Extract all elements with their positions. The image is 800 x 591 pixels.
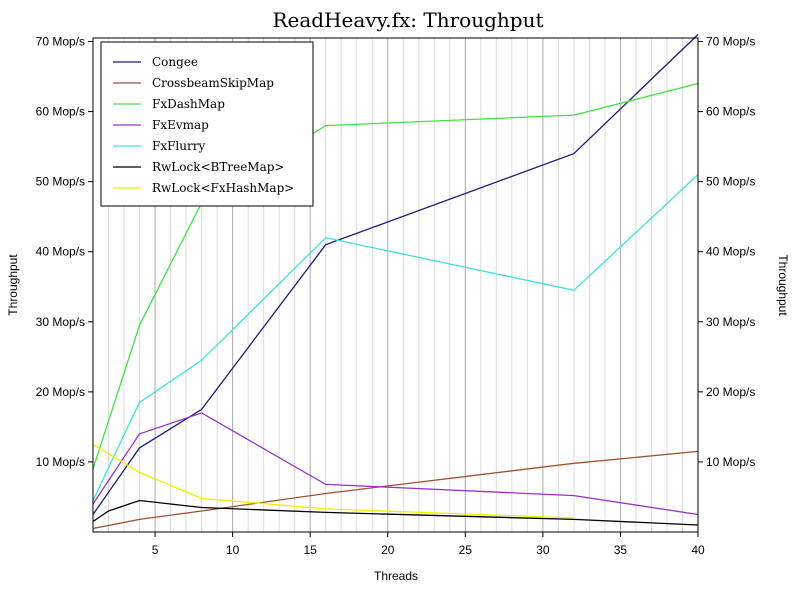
y-tick-label-left: 20 Mop/s: [36, 385, 85, 399]
legend: Congee CrossbeamSkipMap FxDashMap FxEvmap Fx…: [100, 41, 314, 207]
y-axis-left: 10 Mop/s 20 Mop/s 30 Mop/s 40 Mop/s 50 Mop/s…: [36, 35, 93, 469]
legend-label: RwLock<FxHashMap>: [152, 181, 294, 195]
y-tick-label-right: 70 Mop/s: [706, 35, 755, 49]
y-tick-label-left: 10 Mop/s: [36, 455, 85, 469]
series-line-5: [92, 499, 699, 526]
y-tick-label-right: 50 Mop/s: [706, 175, 755, 189]
chart-title: ReadHeavy.fx: Throughput: [272, 8, 543, 32]
series-group: [92, 34, 699, 530]
y-tick-label-right: 60 Mop/s: [706, 105, 755, 119]
legend-label: RwLock<BTreeMap>: [152, 160, 285, 174]
y-tick-label-right: 40 Mop/s: [706, 245, 755, 259]
legend-box: [100, 41, 314, 207]
series-line-1: [92, 450, 699, 530]
x-tick-label: 25: [459, 543, 473, 557]
x-tick-label: 15: [303, 543, 317, 557]
x-tick-label: 5: [152, 543, 159, 557]
y-tick-label-left: 30 Mop/s: [36, 315, 85, 329]
x-axis: 5 10 15 20 25 30 35 40: [152, 532, 705, 557]
x-tick-label: 10: [226, 543, 240, 557]
legend-label: FxFlurry: [152, 139, 205, 153]
x-tick-label: 35: [614, 543, 628, 557]
y-tick-label-right: 20 Mop/s: [706, 385, 755, 399]
series-line-3: [92, 412, 699, 516]
y-axis-right: 10 Mop/s 20 Mop/s 30 Mop/s 40 Mop/s 50 Mop/s…: [698, 35, 755, 469]
x-axis-label: Threads: [374, 569, 418, 583]
y-tick-label-left: 40 Mop/s: [36, 245, 85, 259]
series-line-6: [92, 443, 574, 519]
series-line-4: [92, 174, 699, 501]
y-tick-label-left: 60 Mop/s: [36, 105, 85, 119]
x-tick-label: 40: [691, 543, 705, 557]
y-tick-label-left: 50 Mop/s: [36, 175, 85, 189]
y-axis-label-right: Throughput: [776, 254, 790, 316]
legend-label: Congee: [152, 55, 198, 69]
y-tick-label-right: 10 Mop/s: [706, 455, 755, 469]
y-axis-label-left: Throughput: [6, 254, 20, 316]
legend-label: FxDashMap: [152, 97, 225, 111]
series-line-0: [92, 34, 699, 515]
x-tick-label: 20: [381, 543, 395, 557]
y-tick-label-left: 70 Mop/s: [36, 35, 85, 49]
legend-label: FxEvmap: [152, 118, 209, 132]
plot-frame: [92, 37, 699, 533]
legend-label: CrossbeamSkipMap: [152, 76, 274, 90]
x-tick-label: 30: [536, 543, 550, 557]
y-tick-label-right: 30 Mop/s: [706, 315, 755, 329]
